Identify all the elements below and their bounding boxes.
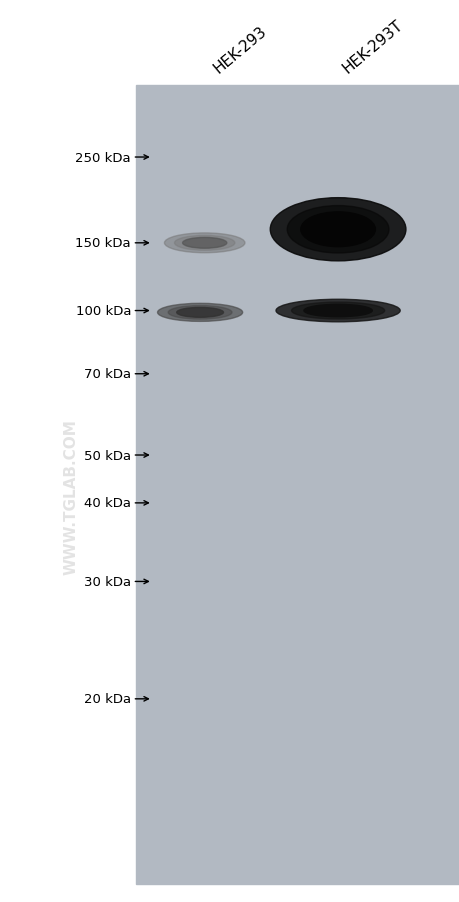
Ellipse shape (275, 299, 399, 323)
Ellipse shape (174, 236, 235, 251)
Ellipse shape (164, 234, 245, 253)
Text: HEK-293: HEK-293 (211, 24, 269, 77)
Text: 40 kDa: 40 kDa (84, 497, 131, 510)
Text: 150 kDa: 150 kDa (75, 237, 131, 250)
Ellipse shape (179, 308, 221, 318)
Ellipse shape (168, 306, 231, 319)
Ellipse shape (286, 207, 388, 253)
Ellipse shape (300, 213, 375, 247)
Ellipse shape (303, 305, 371, 318)
Text: 100 kDa: 100 kDa (75, 305, 131, 318)
Ellipse shape (307, 306, 369, 317)
Text: WWW.TGLAB.COM: WWW.TGLAB.COM (64, 419, 78, 574)
Ellipse shape (157, 304, 242, 322)
Bar (135, 86, 459, 884)
Text: 250 kDa: 250 kDa (75, 152, 131, 164)
Ellipse shape (184, 238, 224, 248)
Ellipse shape (303, 214, 371, 245)
Ellipse shape (176, 308, 223, 318)
Ellipse shape (291, 303, 384, 319)
Text: 20 kDa: 20 kDa (84, 693, 131, 705)
Text: HEK-293T: HEK-293T (339, 18, 405, 77)
Ellipse shape (182, 238, 226, 249)
Ellipse shape (270, 198, 405, 262)
Text: 70 kDa: 70 kDa (84, 368, 131, 381)
Text: 50 kDa: 50 kDa (84, 449, 131, 462)
Text: 30 kDa: 30 kDa (84, 575, 131, 588)
